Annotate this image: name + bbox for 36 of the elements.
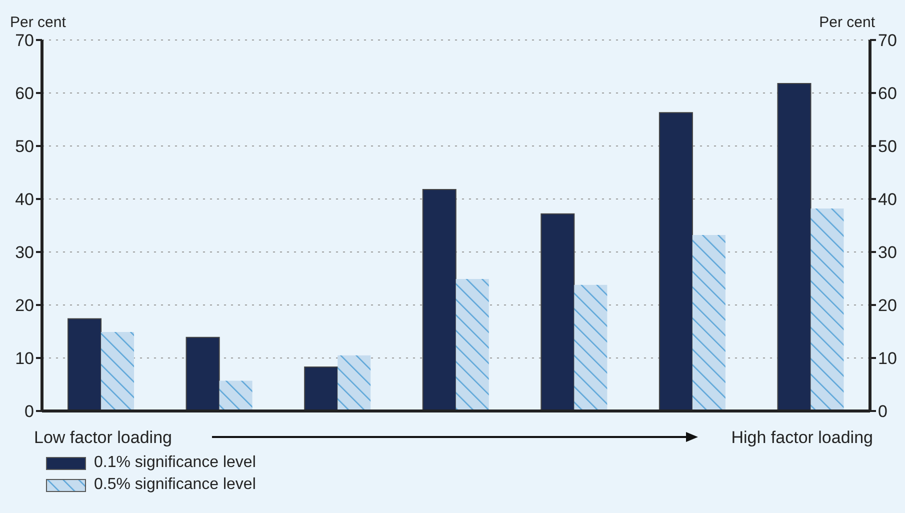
y2-tick-label: 40: [878, 190, 897, 210]
bar: [101, 332, 134, 411]
bar: [777, 82, 812, 411]
bar: [338, 355, 371, 411]
bar: [658, 112, 693, 411]
bar: [456, 279, 489, 411]
y2-tick-label: 60: [878, 84, 897, 104]
bar: [68, 318, 102, 411]
bar: [219, 380, 252, 411]
y2-tick-label: 30: [878, 243, 897, 262]
y2-tick-label: 10: [878, 349, 897, 368]
bar: [540, 213, 575, 411]
y-tick-label: 70: [15, 31, 34, 50]
y2-tick-label: 50: [878, 137, 897, 156]
bar: [304, 366, 338, 411]
legend-label: 0.5% significance level: [94, 475, 256, 495]
y2-tick-label: 0: [878, 402, 888, 422]
y2-tick-label: 70: [878, 31, 897, 50]
y-axis-title: Per cent: [10, 14, 66, 31]
text: Low factor loading: [34, 428, 172, 448]
legend-label: 0.1% significance level: [94, 453, 256, 473]
y2-axis-title: Per cent: [819, 14, 875, 31]
bar: [810, 208, 844, 411]
y-tick-label: 40: [15, 190, 34, 210]
bar: [186, 336, 220, 411]
bar: [692, 235, 726, 411]
y-tick-label: 10: [15, 349, 34, 368]
bar: [422, 188, 456, 411]
y2-tick-label: 20: [878, 296, 897, 316]
y-tick-label: 20: [15, 296, 34, 316]
y-tick-label: 0: [24, 402, 34, 422]
y-tick-label: 60: [15, 84, 34, 104]
bar: [574, 284, 608, 411]
y-tick-label: 50: [15, 137, 34, 156]
y-tick-label: 30: [15, 243, 34, 262]
text: High factor loading: [731, 428, 873, 448]
